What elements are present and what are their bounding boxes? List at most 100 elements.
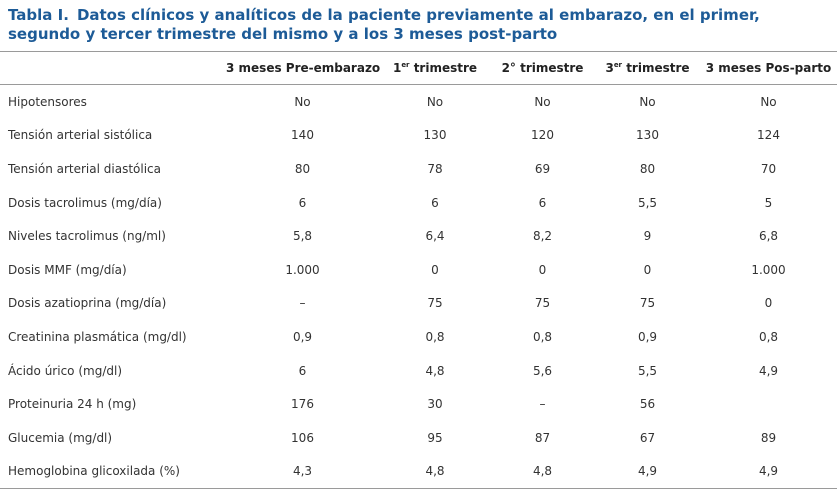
cell: 56: [639, 397, 656, 412]
table-row: Creatinina plasmática (mg/dl) 0,9 0,8 0,8 0,…: [0, 320, 837, 354]
cell: 75: [639, 296, 656, 311]
header-pre: 1: [392, 61, 402, 75]
cell: 8,2: [532, 229, 553, 244]
table-title: Tabla I. Datos clínicos y analíticos de l…: [8, 6, 833, 44]
cell: 5,8: [292, 229, 313, 244]
cell: 4,9: [758, 363, 779, 378]
header-cell: [0, 52, 225, 85]
table-row: Proteinuria 24 h (mg) 176 30 – 56: [0, 387, 837, 421]
cell: 0,8: [758, 329, 779, 344]
table-label: Tabla I.: [8, 6, 69, 24]
table-row: Niveles tacrolimus (ng/ml) 5,8 6,4 8,2 9 6,8: [0, 219, 837, 253]
cell: 4,8: [490, 454, 595, 489]
header-cell: 3er trimestre: [595, 52, 700, 85]
cell: 0: [431, 262, 439, 277]
header-pre: 3: [605, 61, 614, 75]
cell: 0,9: [292, 329, 313, 344]
cell: 80: [639, 161, 656, 176]
cell: 67: [639, 430, 656, 445]
cell: 106: [291, 430, 314, 445]
row-label: Creatinina plasmática (mg/dl): [8, 329, 187, 344]
row-label: Tensión arterial sistólica: [8, 128, 153, 143]
header-cell: 3 meses Pre-embarazo: [225, 52, 380, 85]
cell: 75: [534, 296, 551, 311]
cell: 130: [423, 128, 447, 143]
row-label: Glucemia (mg/dl): [8, 430, 113, 445]
row-label: Tensión arterial diastólica: [8, 161, 161, 176]
cell: 140: [291, 128, 314, 143]
table-row: Tensión arterial sistólica 140 130 120 130 12…: [0, 119, 837, 153]
title-rule: [0, 51, 837, 52]
cell: 0: [764, 296, 773, 311]
table-row: Dosis tacrolimus (mg/día) 6 6 6 5,5 5: [0, 186, 837, 220]
cell: 75: [427, 296, 443, 311]
cell: No: [760, 94, 777, 109]
cell: 89: [760, 430, 777, 445]
cell: 130: [636, 128, 659, 143]
header-row: 3 meses Pre-embarazo 1er trimestre 2° trim…: [0, 52, 837, 85]
cell: 5: [764, 195, 773, 210]
cell: No: [426, 94, 444, 109]
cell: 5,5: [637, 363, 658, 378]
cell: No: [294, 94, 311, 109]
cell: [700, 387, 837, 421]
table-body: Hipotensores No No No No No Tensión arterial s…: [0, 85, 837, 489]
header-pre: 3 meses Pre-embarazo: [226, 61, 381, 75]
header-cell: 1er trimestre: [380, 52, 490, 85]
table-row: Tensión arterial diastólica 80 78 69 80 70: [0, 152, 837, 186]
cell: 1.000: [285, 262, 320, 277]
cell: 4,8: [380, 454, 490, 489]
cell: 87: [534, 430, 551, 445]
cell: 6: [298, 363, 307, 378]
row-label: Dosis tacrolimus (mg/día): [8, 195, 162, 210]
cell: 1.000: [751, 262, 786, 277]
row-label: Dosis MMF (mg/día): [8, 262, 127, 277]
header-post: trimestre: [622, 61, 690, 75]
table-row: Dosis azatioprina (mg/día) – 75 75 75 0: [0, 287, 837, 321]
header-sup: er: [613, 61, 623, 69]
cell: 6,8: [758, 229, 779, 244]
header-pre: 2° trimestre: [501, 61, 584, 75]
cell: 0: [538, 262, 547, 277]
header-cell: 3 meses Pos-parto: [700, 52, 837, 85]
table-row: Glucemia (mg/dl) 106 95 87 67 89: [0, 421, 837, 455]
cell: 4,3: [225, 454, 380, 489]
cell: 120: [531, 128, 554, 143]
cell: 4,9: [595, 454, 700, 489]
row-label: Proteinuria 24 h (mg): [8, 397, 137, 412]
cell: –: [539, 397, 546, 412]
cell: 5,6: [532, 363, 553, 378]
row-label: Hipotensores: [8, 94, 87, 109]
cell: 9: [643, 229, 652, 244]
cell: 0,8: [532, 329, 553, 344]
header-pre: 3 meses Pos-parto: [705, 61, 832, 75]
cell: No: [639, 94, 656, 109]
cell: 6: [298, 195, 307, 210]
cell: –: [299, 296, 306, 311]
row-label: Ácido úrico (mg/dl): [8, 363, 122, 378]
cell: 78: [427, 161, 443, 176]
header-cell: 2° trimestre: [490, 52, 595, 85]
cell: No: [534, 94, 551, 109]
cell: 0: [643, 262, 652, 277]
header-post: trimestre: [409, 61, 478, 75]
cell: 4,8: [425, 363, 445, 378]
cell: 176: [291, 397, 314, 412]
table-row: Hemoglobina glicoxilada (%) 4,3 4,8 4,8 4,9 4…: [0, 454, 837, 489]
data-table: 3 meses Pre-embarazo 1er trimestre 2° trim…: [0, 52, 837, 489]
cell: 5,5: [637, 195, 658, 210]
row-label: Niveles tacrolimus (ng/ml): [8, 229, 166, 244]
cell: 6,4: [425, 229, 445, 244]
row-label: Hemoglobina glicoxilada (%): [0, 454, 225, 489]
cell: 30: [427, 397, 443, 412]
row-label: Dosis azatioprina (mg/día): [8, 296, 167, 311]
table-row: Dosis MMF (mg/día) 1.000 0 0 0 1.000: [0, 253, 837, 287]
cell: 124: [757, 128, 780, 143]
cell: 69: [534, 161, 551, 176]
cell: 6: [538, 195, 547, 210]
cell: 70: [760, 161, 777, 176]
table-row: Hipotensores No No No No No: [0, 85, 837, 119]
cell: 6: [431, 195, 439, 210]
cell: 0,8: [425, 329, 445, 344]
